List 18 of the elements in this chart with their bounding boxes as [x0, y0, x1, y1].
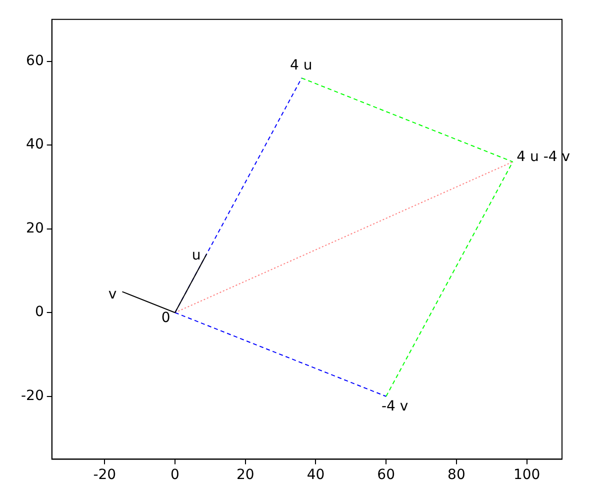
x-tick-label: -20 [93, 467, 116, 484]
y-tick-label: 20 [26, 220, 44, 236]
x-tick-label: 0 [170, 467, 180, 484]
x-tick-label: 40 [306, 467, 325, 484]
x-tick-label: 80 [448, 467, 466, 484]
annotation: 4 u [290, 58, 312, 74]
x-tick-label: 20 [236, 467, 254, 484]
x-tick-label: 60 [377, 467, 396, 484]
y-tick-label: 0 [34, 304, 44, 320]
y-tick-label: 40 [26, 136, 44, 153]
annotation: 4 u -4 v [516, 149, 570, 166]
annotation: 0 [161, 310, 170, 326]
annotation: -4 v [381, 398, 408, 415]
y-tick-label: 60 [26, 52, 44, 69]
annotation: v [108, 286, 117, 303]
annotation: u [192, 247, 201, 264]
x-tick-label: 100 [513, 467, 540, 484]
y-tick-label: -20 [20, 388, 44, 404]
